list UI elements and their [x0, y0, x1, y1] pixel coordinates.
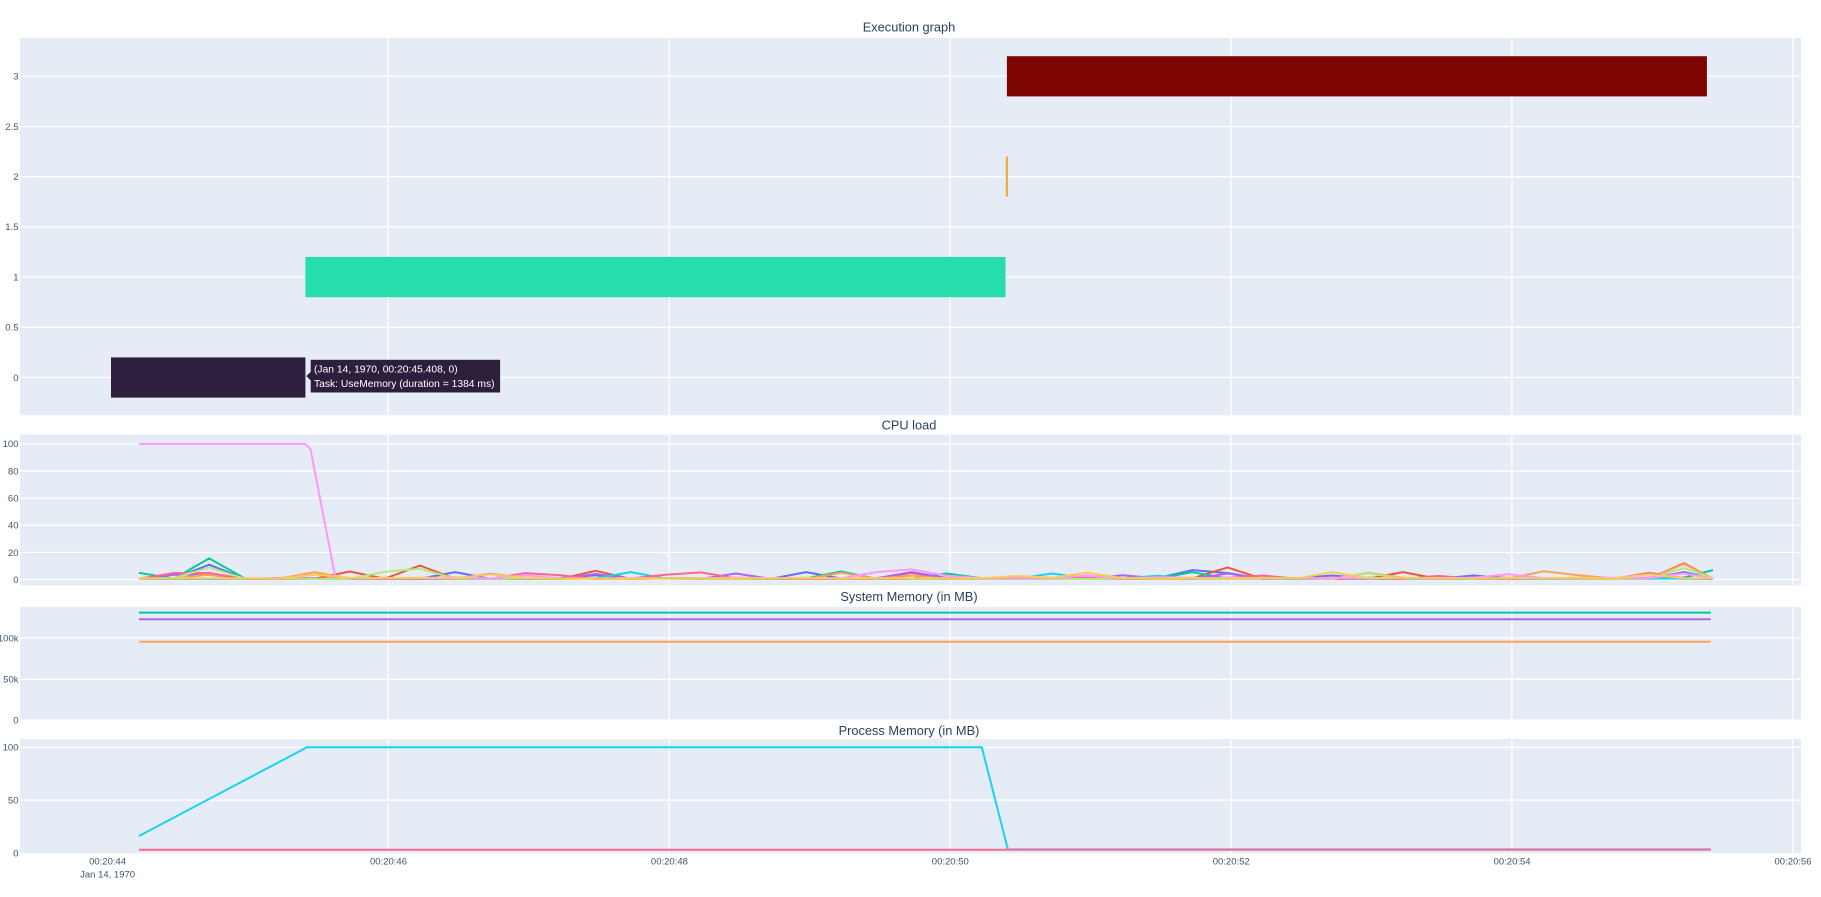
- svg-text:0: 0: [13, 373, 18, 384]
- svg-text:00:20:54: 00:20:54: [1494, 856, 1531, 867]
- svg-text:3: 3: [13, 72, 18, 83]
- svg-text:80: 80: [8, 466, 19, 477]
- svg-text:Task: UseMemory (duration = 13: Task: UseMemory (duration = 1384 ms): [314, 379, 495, 390]
- svg-text:0: 0: [13, 575, 18, 586]
- svg-text:Execution graph: Execution graph: [863, 20, 955, 35]
- svg-text:00:20:50: 00:20:50: [932, 856, 969, 867]
- svg-text:System Memory (in MB): System Memory (in MB): [840, 589, 977, 604]
- svg-text:CPU load: CPU load: [882, 417, 937, 432]
- svg-text:0: 0: [13, 849, 18, 860]
- svg-text:00:20:52: 00:20:52: [1213, 856, 1250, 867]
- svg-text:2.5: 2.5: [5, 122, 18, 133]
- svg-text:2: 2: [13, 172, 18, 183]
- svg-text:00:20:48: 00:20:48: [651, 856, 688, 867]
- svg-text:20: 20: [8, 548, 19, 559]
- svg-text:60: 60: [8, 494, 19, 505]
- svg-text:50k: 50k: [3, 675, 19, 686]
- svg-text:1: 1: [13, 272, 18, 283]
- svg-text:40: 40: [8, 521, 19, 532]
- svg-text:00:20:56: 00:20:56: [1775, 856, 1812, 867]
- svg-text:50: 50: [8, 796, 19, 807]
- svg-text:00:20:44: 00:20:44: [89, 856, 126, 867]
- svg-text:0.5: 0.5: [5, 323, 18, 334]
- svg-text:1.5: 1.5: [5, 222, 18, 233]
- svg-text:(Jan 14, 1970, 00:20:45.408, 0: (Jan 14, 1970, 00:20:45.408, 0): [314, 364, 458, 375]
- svg-text:00:20:46: 00:20:46: [370, 856, 407, 867]
- svg-text:Jan 14, 1970: Jan 14, 1970: [80, 869, 135, 880]
- svg-text:Process Memory (in MB): Process Memory (in MB): [839, 723, 980, 738]
- svg-text:0: 0: [13, 715, 18, 726]
- svg-text:100: 100: [3, 439, 19, 450]
- svg-text:100k: 100k: [0, 633, 19, 644]
- svg-text:100: 100: [3, 743, 19, 754]
